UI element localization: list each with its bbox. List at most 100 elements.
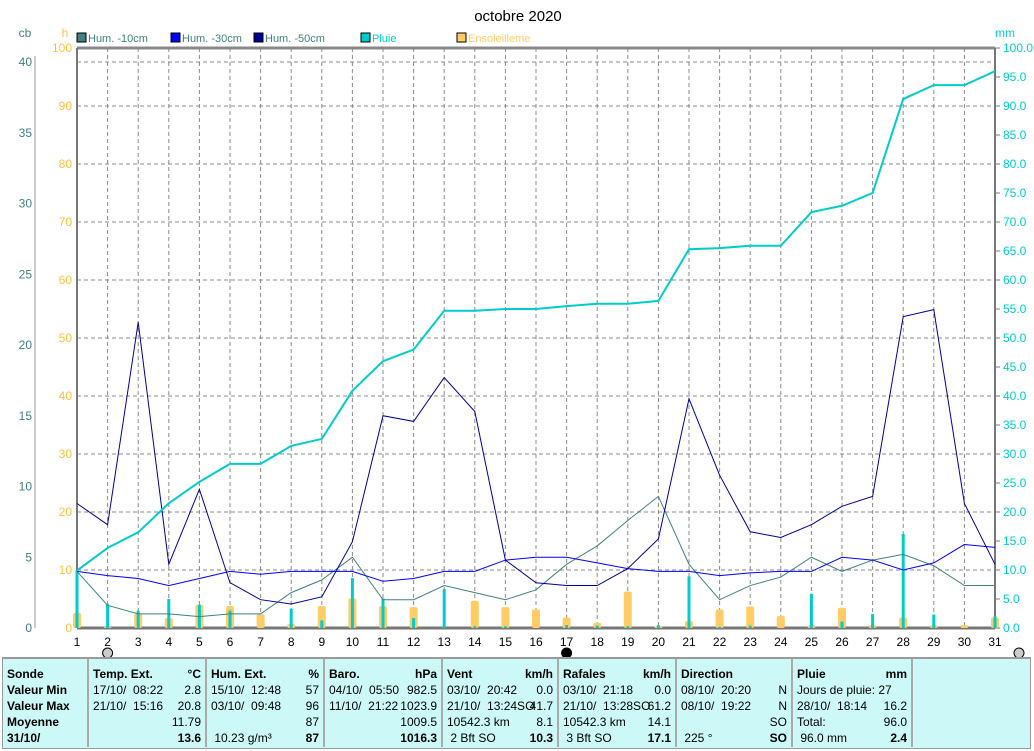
table-column: Temp. Ext. °C 17/10/ 08:22 2.8 21/10/ 15:16 2…: [89, 659, 207, 747]
cell-value: SO: [769, 715, 787, 729]
sunshine-bar: [470, 600, 479, 628]
cell-value: 41.7: [529, 699, 553, 713]
h-tick-label: 20: [59, 505, 73, 519]
sunshine-bar: [746, 606, 755, 628]
cell-value: 1016.3: [400, 731, 437, 745]
cell-label: 96.0 mm: [797, 731, 848, 745]
x-tick-label: 25: [805, 635, 819, 649]
x-tick-label: 13: [438, 635, 452, 649]
cell-value: 2.4: [890, 731, 907, 745]
mm-tick-label: 90.0: [1003, 99, 1027, 113]
moon-phase-icon: [102, 647, 114, 657]
table-row: 21/10/ 13:24SO 41.7: [447, 698, 553, 714]
table-row: 13.6: [93, 730, 201, 746]
table-row: 225 ° SO: [681, 730, 787, 746]
cell-value: °C: [187, 667, 201, 681]
table-row: 87: [211, 714, 319, 730]
daily-rain-bar: [993, 616, 997, 628]
cell-label: Valeur Min: [7, 683, 68, 697]
x-tick-label: 17: [560, 635, 574, 649]
cb-tick-label: 5: [25, 550, 32, 564]
table-row: Sonde: [7, 666, 83, 682]
table-row: 08/10/ 20:20 N: [681, 682, 787, 698]
legend-label: Hum. -50cm: [265, 33, 325, 45]
mm-tick-label: 40.0: [1003, 389, 1027, 403]
table-row: [917, 682, 1024, 698]
table-column: Rafales km/h 03/10/ 21:18 0.0 21/10/ 13:28SO…: [559, 659, 677, 747]
table-row: 03/10/ 20:42 0.0: [447, 682, 553, 698]
cell-label: Vent: [447, 667, 473, 681]
cell-label: Temp. Ext.: [93, 667, 153, 681]
legend-label: Pluie: [372, 33, 396, 45]
mm-tick-label: 15.0: [1003, 534, 1027, 548]
cell-label: Sonde: [7, 667, 44, 681]
table-row: Baro. hPa: [329, 666, 437, 682]
daily-rain-bar: [381, 598, 385, 628]
table-row: 03/10/ 09:48 96: [211, 698, 319, 714]
mm-tick-label: 45.0: [1003, 360, 1027, 374]
sunshine-bar: [715, 609, 724, 628]
cb-tick-label: 0: [25, 621, 32, 635]
cumulative-rain-line: [76, 70, 996, 572]
x-tick-label: 20: [652, 635, 666, 649]
table-row: [917, 714, 1024, 730]
table-column: Pluie mm Jours de pluie: 27 28/10/ 18:14 16.…: [793, 659, 913, 747]
table-row: 1016.3: [329, 730, 437, 746]
table-row: 04/10/ 05:50 982.5: [329, 682, 437, 698]
cell-value: 10.3: [529, 731, 553, 745]
cell-label: 21/10/ 13:28SO: [563, 699, 651, 713]
h-tick-label: 40: [59, 389, 73, 403]
cell-label: 03/10/ 20:42: [447, 683, 518, 697]
cell-label: 08/10/ 20:20: [681, 683, 752, 697]
legend-swatch: [170, 32, 181, 43]
x-tick-label: 9: [318, 635, 325, 649]
x-tick-label: 2: [104, 635, 111, 649]
sunshine-bar: [562, 617, 571, 628]
sunshine-bar: [593, 622, 602, 628]
daily-rain-bar: [75, 570, 79, 628]
mm-tick-label: 65.0: [1003, 244, 1027, 258]
table-column: Vent km/h 03/10/ 20:42 0.0 21/10/ 13:24SO 41.…: [443, 659, 559, 747]
x-tick-label: 24: [774, 635, 788, 649]
cell-label: 08/10/ 19:22: [681, 699, 752, 713]
mm-tick-label: 100.0: [1003, 41, 1033, 55]
x-tick-label: 4: [165, 635, 172, 649]
cell-label: 31/10/: [7, 731, 41, 745]
cb-tick-label: 15: [19, 409, 33, 423]
summary-table: Sonde Valeur Min Valeur Max Moyenne 31/10/Te…: [2, 657, 1031, 749]
mm-tick-label: 80.0: [1003, 157, 1027, 171]
mm-tick-label: 85.0: [1003, 128, 1027, 142]
table-row: 10542.3 km 14.1: [563, 714, 671, 730]
cell-label: Total:: [797, 715, 826, 729]
table-row: [917, 730, 1024, 746]
h-tick-label: 70: [59, 215, 73, 229]
cell-label: 3 Bft SO: [563, 731, 612, 745]
table-column: Direction 08/10/ 20:20 N 08/10/ 19:22 N SO 22…: [677, 659, 793, 747]
hum-30cm-line: [76, 544, 996, 587]
mm-tick-label: 95.0: [1003, 70, 1027, 84]
cell-label: 10542.3 km: [563, 715, 626, 729]
cb-tick-label: 25: [19, 267, 33, 281]
moon-phase-icon: [1013, 647, 1025, 657]
h-tick-label: 10: [59, 563, 73, 577]
cell-value: 0.0: [536, 683, 553, 697]
cell-label: Valeur Max: [7, 699, 70, 713]
cell-label: 04/10/ 05:50: [329, 683, 400, 697]
cell-value: 0.0: [654, 683, 671, 697]
mm-tick-label: 60.0: [1003, 273, 1027, 287]
cell-value: 13.6: [177, 731, 201, 745]
cell-label: 21/10/ 15:16: [93, 699, 164, 713]
table-row: Jours de pluie: 27: [797, 682, 907, 698]
sunshine-bar: [838, 607, 846, 628]
cb-tick-label: 30: [19, 197, 33, 211]
cell-value: 96: [305, 699, 319, 713]
table-row: 10.23 g/m³ 87: [211, 730, 319, 746]
cell-value: 87: [305, 731, 319, 745]
cell-label: 11/10/ 21:22: [329, 699, 399, 713]
x-tick-label: 12: [407, 635, 421, 649]
table-row: 11/10/ 21:22 1023.9: [329, 698, 437, 714]
daily-rain-bar: [932, 614, 936, 628]
cell-value: mm: [885, 667, 907, 681]
table-column: Baro. hPa 04/10/ 05:50 982.5 11/10/ 21:22 102…: [325, 659, 443, 747]
daily-rain-bar: [595, 625, 599, 628]
